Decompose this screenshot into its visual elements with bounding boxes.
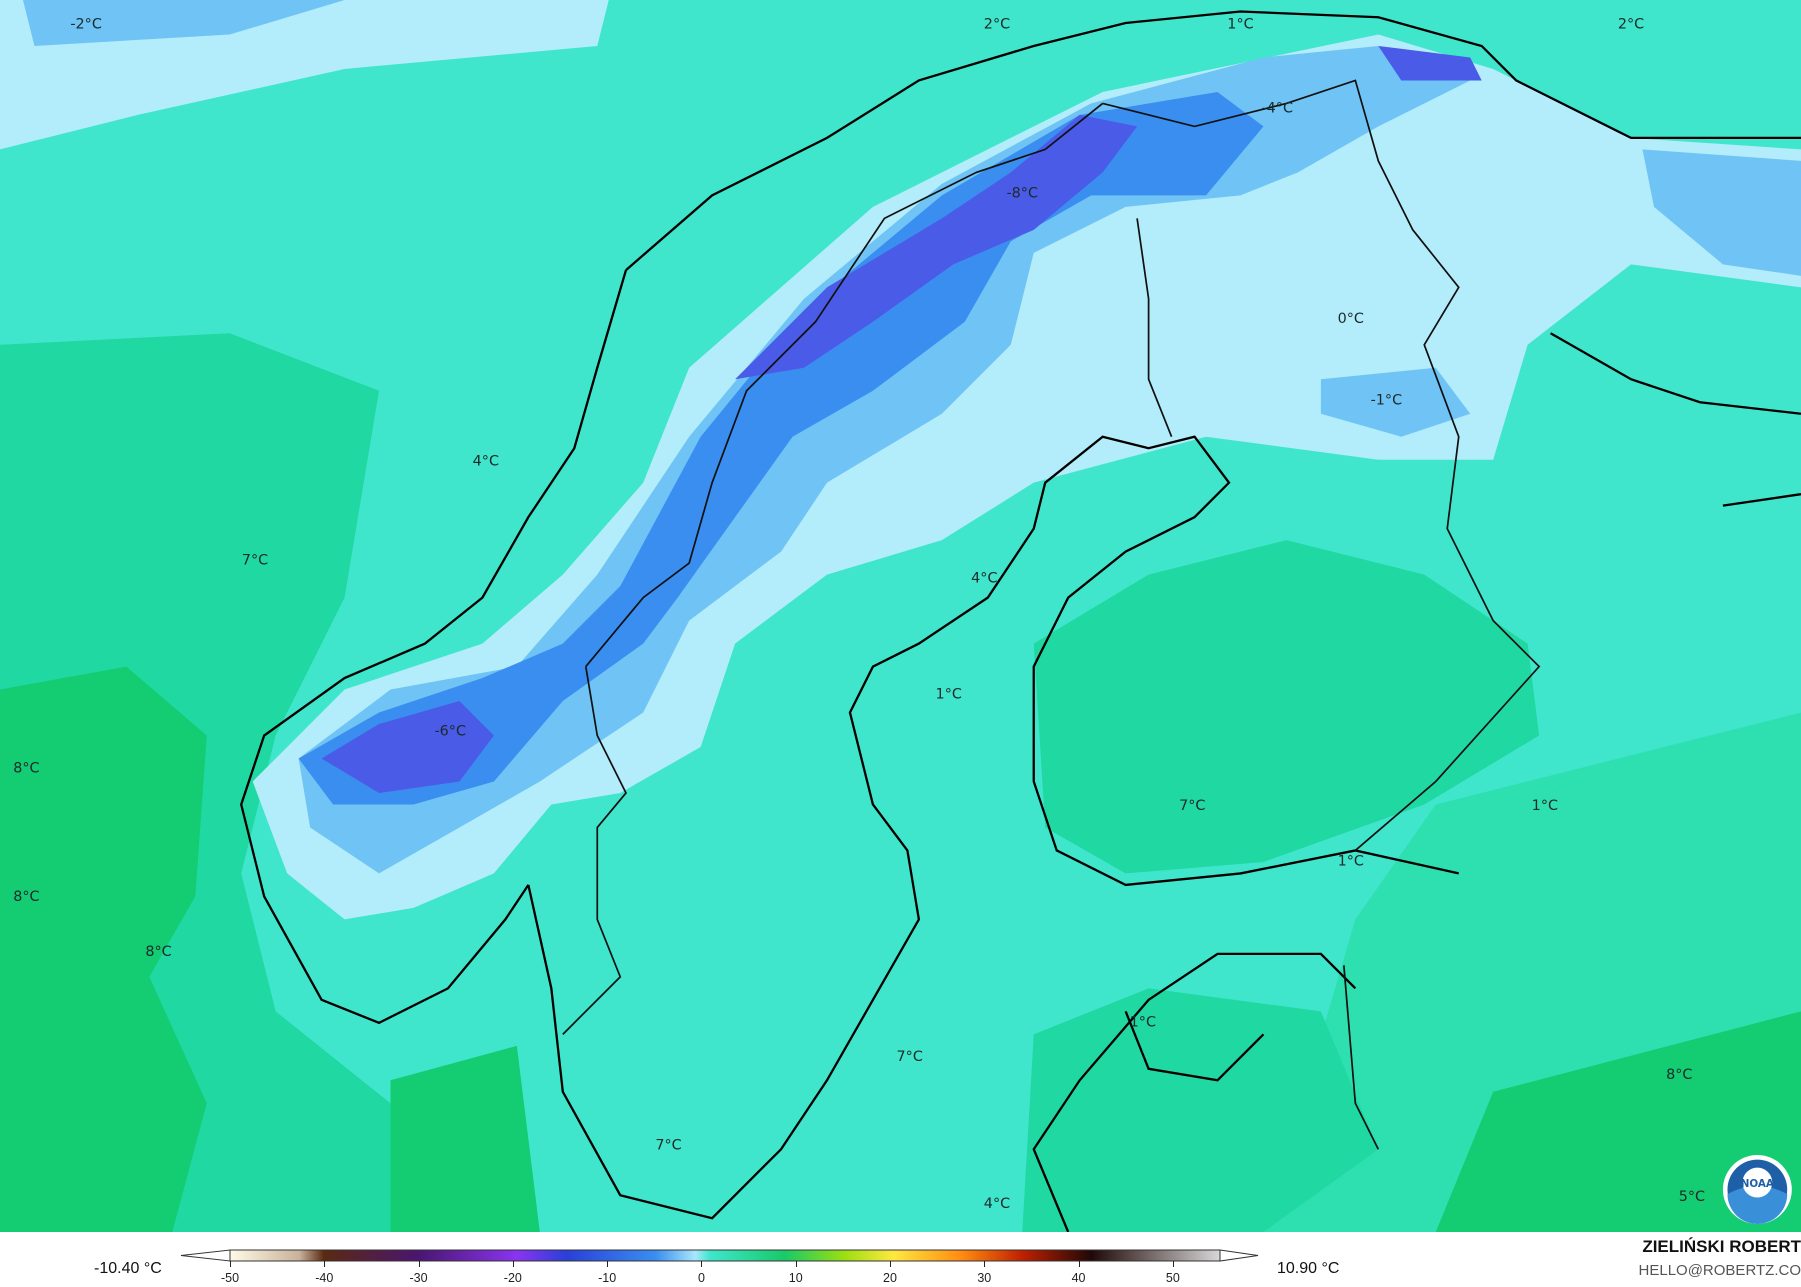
temperature-label: 1°C — [936, 687, 962, 703]
south-east-green — [1435, 1011, 1801, 1232]
temperature-label: -1°C — [1371, 393, 1403, 409]
temperature-label: 8°C — [1666, 1067, 1692, 1083]
colorbar-tick-label: -20 — [503, 1271, 522, 1285]
colorbar-max-arrow — [1219, 1249, 1259, 1262]
temperature-label: 1°C — [1338, 853, 1364, 869]
colorbar-tick-label: -40 — [315, 1271, 334, 1285]
colorbar-tick-label: 40 — [1071, 1271, 1086, 1285]
cold-pocket-east — [1320, 149, 1801, 437]
temperature-label: 1°C — [1532, 798, 1558, 814]
max-value-label: 10.90 °C — [1277, 1260, 1340, 1277]
temperature-map: -2°C 2°C 1°C 2°C -4°C -8°C 0°C -1°C 4°C 7°C 4°C 1°C… — [0, 0, 1801, 1232]
colorbar-min-arrow — [180, 1249, 231, 1262]
temperature-label: 5°C — [1679, 1189, 1705, 1205]
denmark-land — [390, 1045, 540, 1232]
colorbar-tick-mark — [512, 1261, 514, 1267]
temperature-label: 4°C — [473, 453, 499, 469]
colorbar-tick-label: -30 — [409, 1271, 428, 1285]
colorbar-tick-mark — [230, 1261, 231, 1267]
colorbar-tick-mark — [1078, 1261, 1080, 1267]
temperature-label: 0°C — [1338, 311, 1364, 327]
min-value-label: -10.40 °C — [94, 1260, 162, 1277]
colorbar-tick-mark — [795, 1261, 797, 1267]
temperature-label: 8°C — [13, 760, 39, 776]
colorbar-tick-label: 10 — [788, 1271, 803, 1285]
coastline — [240, 10, 1801, 1232]
country-borders — [562, 79, 1541, 1150]
author-email: HELLO@ROBERTZ.CO — [1638, 1262, 1801, 1279]
colorbar-tick-label: -50 — [220, 1271, 240, 1285]
colorbar-tick-mark — [418, 1261, 420, 1267]
colorbar-tick-label: 0 — [697, 1271, 705, 1285]
temperature-label: 2°C — [984, 17, 1010, 33]
temperature-label: 8°C — [145, 944, 171, 960]
temperature-label: 7°C — [242, 552, 268, 568]
colorbar-tick-mark — [607, 1261, 609, 1267]
finland-land — [1033, 540, 1540, 874]
temperature-label: 8°C — [13, 889, 39, 905]
svg-text:NOAA: NOAA — [1741, 1178, 1774, 1190]
temperature-label: 1°C — [1227, 17, 1253, 33]
temperature-label: 7°C — [1179, 798, 1205, 814]
cold-sea-band-inner — [22, 0, 345, 46]
colorbar-gradient — [229, 1249, 1221, 1262]
temperature-label: -6°C — [434, 724, 466, 740]
baltics-land — [1022, 988, 1379, 1232]
mountains-blue — [298, 91, 1264, 805]
colorbar-tick-label: 20 — [883, 1271, 897, 1285]
colorbar-tick-label: 50 — [1165, 1271, 1180, 1285]
colorbar-tick-mark — [324, 1261, 326, 1267]
temperature-label: -8°C — [1006, 186, 1038, 202]
temperature-label: 7°C — [655, 1137, 681, 1153]
temperature-label: 4°C — [984, 1196, 1010, 1212]
temperature-label: -2°C — [70, 17, 102, 33]
temperature-label: -4°C — [1261, 101, 1293, 117]
footer: -10.40 °C -50 -40 -30 -20 -10 0 10 20 30 40 50 10.… — [0, 1232, 1801, 1287]
colorbar-tick-mark — [890, 1261, 891, 1267]
west-sea-deep-green — [0, 666, 207, 1232]
colorbar-tick-mark — [701, 1261, 703, 1267]
temperature-label: 2°C — [1618, 17, 1644, 33]
noaa-logo: NOAA — [1722, 1155, 1792, 1224]
temperature-label: 1°C — [1130, 1014, 1156, 1030]
colorbar-tick-mark — [984, 1261, 986, 1267]
temperature-label: 7°C — [897, 1049, 923, 1065]
colorbar — [180, 1249, 1259, 1262]
temperature-label: 4°C — [971, 571, 997, 587]
colorbar-tick-mark — [1172, 1261, 1174, 1267]
colorbar-tick-label: -10 — [598, 1271, 617, 1285]
author-credit: ZIELIŃSKI ROBERT — [1642, 1237, 1801, 1256]
temperature-labels: -2°C 2°C 1°C 2°C -4°C -8°C 0°C -1°C 4°C 7°C 4°C 1°C… — [13, 17, 1705, 1212]
mountains-deep-blue — [321, 45, 1482, 793]
colorbar-tick-label: 30 — [977, 1271, 992, 1285]
